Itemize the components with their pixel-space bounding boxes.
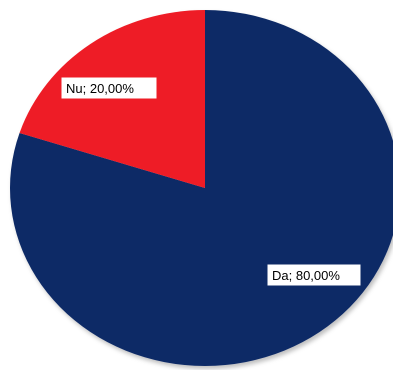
- pie-slice-nu: [19, 9, 205, 188]
- data-label-da: Da; 80,00%: [267, 264, 361, 286]
- data-label-da-text: Da; 80,00%: [272, 268, 340, 283]
- pie-slices: [10, 9, 393, 366]
- data-label-nu: Nu; 20,00%: [61, 77, 157, 99]
- data-label-nu-text: Nu; 20,00%: [66, 81, 134, 96]
